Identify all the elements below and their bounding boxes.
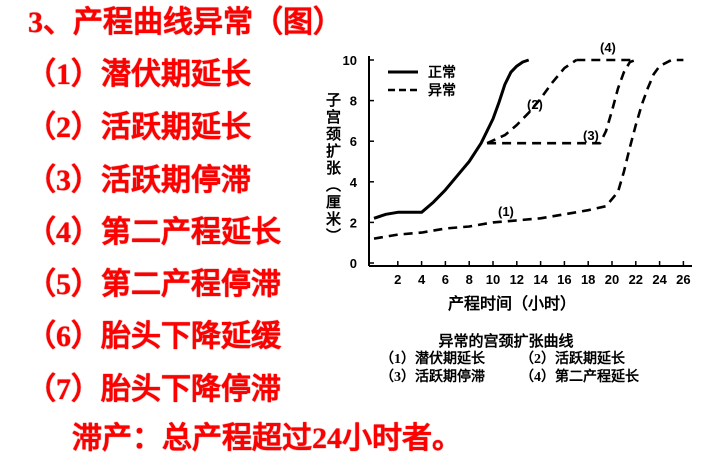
caption-item-1: （1）潜伏期延长 — [380, 352, 485, 367]
abnormal-curve-line-2 — [486, 58, 578, 145]
y-tick-label: 4 — [350, 175, 358, 190]
slide-title: 3、产程曲线异常（图） — [28, 6, 343, 39]
y-tick-label: 2 — [350, 215, 357, 230]
y-tick-label: 6 — [350, 134, 357, 149]
list-item-4: （4）第二产程延长 — [26, 216, 281, 249]
x-tick-label: 18 — [581, 272, 595, 287]
list-item-2: （2）活跃期延长 — [26, 111, 251, 144]
abnormal-curve-line-1 — [373, 58, 684, 240]
curve-marker-label: (1) — [498, 204, 514, 219]
x-tick-label: 12 — [510, 272, 524, 287]
curve-marker-label: (4) — [600, 40, 616, 55]
legend-label: 正常 — [428, 64, 456, 81]
list-item-5: （5）第二产程停滞 — [26, 268, 281, 301]
y-tick-label: 8 — [350, 94, 357, 109]
x-tick-label: 24 — [652, 272, 667, 287]
x-tick-label: 8 — [466, 272, 473, 287]
curve-marker-label: (2) — [527, 97, 543, 112]
y-axis-label: 子宫颈扩张（厘米） — [324, 92, 340, 245]
list-item-7: （7）胎头下降停滞 — [26, 373, 281, 406]
y-tick-label: 0 — [350, 256, 357, 271]
x-tick-label: 16 — [557, 272, 571, 287]
x-tick-label: 10 — [486, 272, 500, 287]
list-item-6: （6）胎头下降延缓 — [26, 320, 281, 353]
bottom-note: 滞产：总产程超过24小时者。 — [72, 422, 462, 455]
list-item-1: （1）潜伏期延长 — [26, 58, 251, 91]
caption-item-3: （3）活跃期停滞 — [380, 370, 485, 385]
x-axis-label: 产程时间（小时） — [447, 296, 576, 313]
chart-caption-title: 异常的宫颈扩张曲线 — [438, 334, 574, 350]
x-tick-label: 2 — [394, 272, 401, 287]
caption-item-2: （2）活跃期延长 — [520, 352, 625, 367]
x-tick-label: 6 — [442, 272, 449, 287]
x-tick-label: 26 — [676, 272, 690, 287]
caption-item-4: （4）第二产程延长 — [520, 370, 639, 385]
x-tick-label: 20 — [605, 272, 619, 287]
x-tick-label: 4 — [418, 272, 426, 287]
x-tick-label: 14 — [533, 272, 548, 287]
curve-marker-label: (3) — [583, 128, 599, 143]
abnormal-curve-line-3 — [487, 58, 637, 145]
x-tick-label: 22 — [629, 272, 643, 287]
legend-label: 异常 — [428, 82, 456, 99]
y-tick-label: 10 — [343, 53, 357, 68]
list-item-3: （3）活跃期停滞 — [26, 164, 251, 197]
normal-curve-line — [373, 58, 530, 220]
